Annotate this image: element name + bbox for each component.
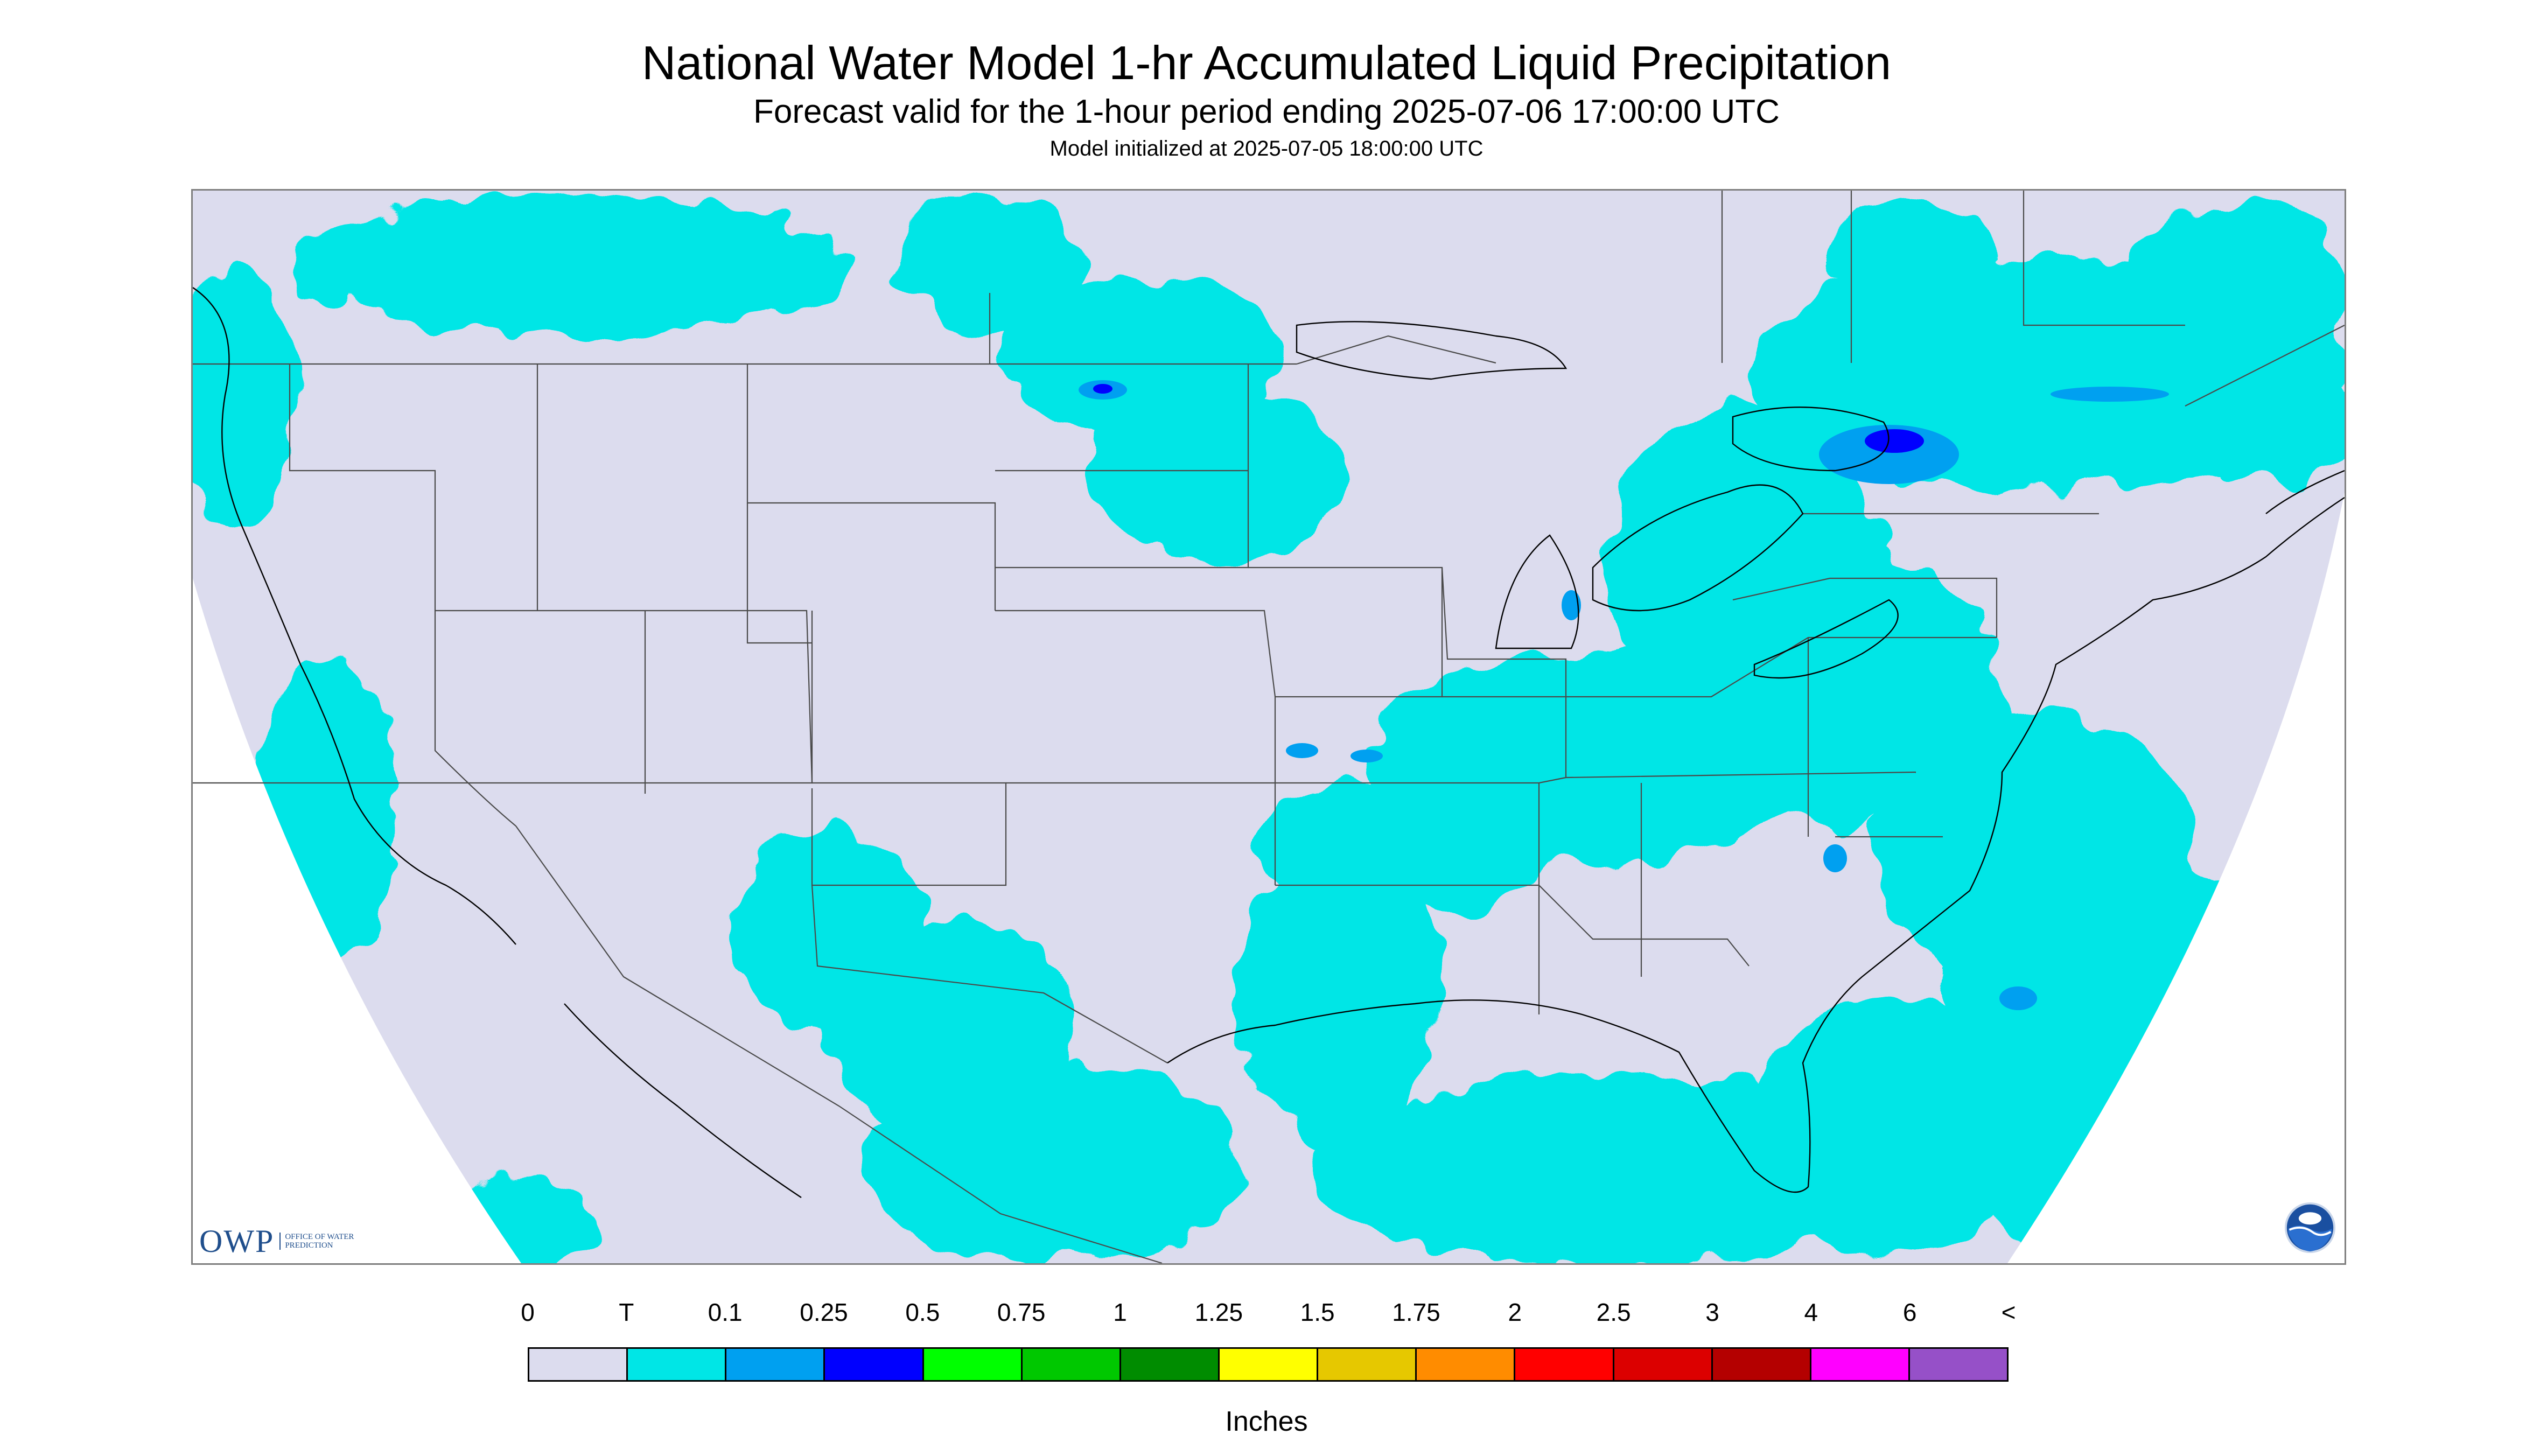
owp-logo-text: OWP [199,1223,275,1259]
owp-logo-subtext: OFFICE OF WATER PREDICTION [279,1233,360,1250]
legend-label: 0.25 [800,1298,848,1326]
legend-swatch [1219,1349,1319,1380]
legend-unit-label: Inches [1225,1406,1308,1437]
legend-label: 2 [1508,1298,1522,1326]
legend-swatch [825,1349,924,1380]
map-subtitle: Forecast valid for the 1-hour period end… [753,93,1780,130]
coastlines [193,287,2345,1198]
precip-legend: 0 T 0.1 0.25 0.5 0.75 1 1.25 1.5 1.75 2 2.5 3 4 6 < [521,1298,2016,1405]
legend-label: 1 [1113,1298,1127,1326]
legend-label: 3 [1705,1298,1719,1326]
precipitation-map[interactable] [191,189,2346,1265]
legend-label: 0.75 [997,1298,1046,1326]
precip-0-1-areas [1079,380,2169,1010]
legend-label: 0.1 [708,1298,743,1326]
legend-label: < [2001,1298,2016,1326]
legend-swatch [726,1349,825,1380]
owp-logo: OWP OFFICE OF WATER PREDICTION [199,1222,360,1260]
legend-swatch [1909,1349,2007,1380]
legend-swatch [1515,1349,1614,1380]
legend-label: 1.75 [1392,1298,1440,1326]
legend-swatch [1417,1349,1516,1380]
legend-swatch [1712,1349,1811,1380]
legend-swatch [1121,1349,1220,1380]
legend-swatch [1318,1349,1417,1380]
legend-label: 4 [1804,1298,1818,1326]
noaa-logo-icon [2284,1202,2336,1254]
precip-0-25-areas [1093,384,1924,453]
legend-swatch [1022,1349,1121,1380]
legend-swatch [529,1349,628,1380]
map-title: National Water Model 1-hr Accumulated Li… [641,36,1892,89]
legend-label: 0.5 [905,1298,940,1326]
legend-label: 2.5 [1596,1298,1631,1326]
legend-swatch [1811,1349,1910,1380]
legend-label: 1.5 [1300,1298,1335,1326]
map-canvas [193,191,2345,1263]
legend-label: 6 [1902,1298,1917,1326]
legend-label: T [619,1298,634,1326]
model-init-line: Model initialized at 2025-07-05 18:00:00… [1049,137,1484,160]
legend-swatch [628,1349,727,1380]
legend-label: 1.25 [1194,1298,1243,1326]
legend-label: 0 [521,1298,535,1326]
legend-swatch [923,1349,1023,1380]
legend-color-bar [528,1347,2009,1382]
legend-swatch [1614,1349,1713,1380]
boundary-lines [193,191,2345,1263]
